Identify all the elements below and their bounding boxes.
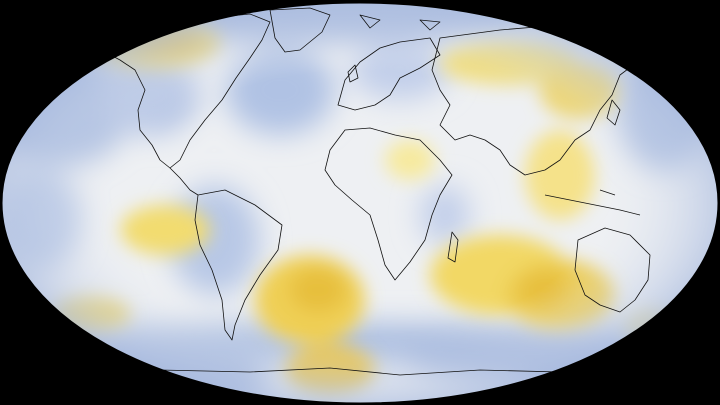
- madagascar-coast: [447, 231, 459, 263]
- australia-coast: [574, 227, 651, 313]
- japan-coast: [606, 99, 621, 126]
- europe-coast: [337, 37, 441, 111]
- central-america-coast: [169, 167, 199, 196]
- south-america-coast: [194, 189, 283, 341]
- greenland-coast: [269, 7, 331, 53]
- arctic-islands: [359, 14, 441, 31]
- africa-coast: [324, 127, 453, 281]
- edge-vignette: [2, 3, 718, 403]
- indonesia-coast: [544, 189, 641, 216]
- uk-coast: [347, 64, 359, 83]
